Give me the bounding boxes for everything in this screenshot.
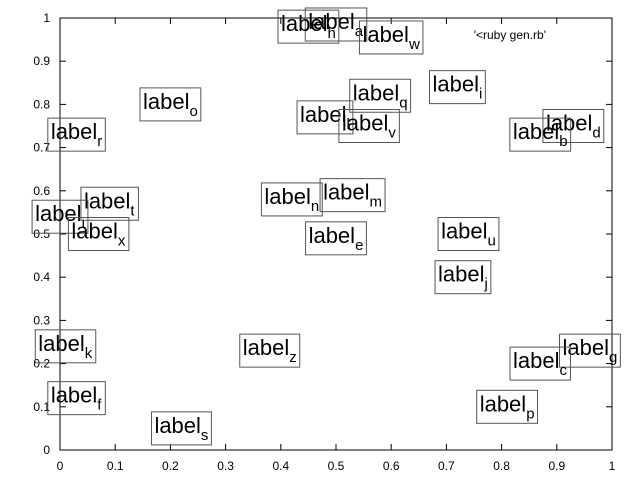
label-box (239, 333, 301, 368)
point-label-c: labelc (509, 346, 571, 381)
point-label-t: labelt (80, 186, 139, 221)
label-box (304, 7, 368, 42)
point-label-j: labelj (434, 260, 492, 295)
point-label-w: labelw (358, 20, 424, 55)
point-label-u: labelu (437, 217, 500, 251)
point-label-i: labeli (31, 199, 89, 234)
label-box (47, 117, 106, 152)
label-box (139, 87, 202, 122)
label-text: labelh (281, 11, 336, 42)
label-text: labele (309, 223, 364, 254)
label-box (358, 20, 424, 55)
point-label-k: labelk (34, 329, 97, 364)
y-tick-label: 0.5 (33, 227, 50, 241)
label-box (34, 329, 97, 364)
label-box (260, 182, 323, 217)
point-label-v: labelv (338, 109, 400, 143)
label-box (150, 411, 212, 446)
label-text: labeln (264, 184, 319, 215)
point-label-d: labeld (542, 109, 605, 143)
label-box (305, 221, 367, 256)
y-tick-label: 0.9 (33, 54, 50, 68)
label-text: labelf (51, 383, 102, 414)
label-text: labeli (35, 201, 85, 232)
label-text: labelz (243, 335, 297, 366)
label-box (429, 70, 486, 105)
point-label-g: labelg (559, 333, 621, 368)
label-box (476, 389, 539, 424)
label-text: labelw (362, 22, 419, 53)
label-box (559, 333, 621, 368)
x-tick-label: 1 (609, 459, 616, 473)
label-text: labelu (441, 219, 496, 250)
label-box (67, 217, 130, 251)
label-box (338, 109, 400, 143)
label-box (509, 346, 571, 381)
point-label-b: labelb (509, 117, 572, 152)
point-label-i: labeli (429, 70, 486, 105)
x-tick-label: 0.3 (217, 459, 234, 473)
legend-entry: '<ruby gen.rb' (474, 28, 546, 42)
label-box (509, 117, 572, 152)
label-text: labelx (71, 219, 125, 250)
label-box (277, 9, 340, 44)
label-text: labelt (84, 188, 135, 219)
label-text: labelj (438, 262, 488, 293)
label-text: labelb (513, 119, 568, 150)
x-tick-label: 0.8 (493, 459, 510, 473)
point-label-s: labels (150, 411, 212, 446)
label-box (80, 186, 139, 221)
x-tick-label: 0.6 (383, 459, 400, 473)
label-box (434, 260, 492, 295)
point-label-h: labelh (277, 9, 340, 44)
label-text: labelk (38, 331, 92, 362)
y-tick-label: 0.6 (33, 184, 50, 198)
y-tick-label: 1 (43, 11, 50, 25)
point-label-o: labelo (139, 87, 202, 122)
x-tick-label: 0.7 (438, 459, 455, 473)
y-tick-label: 0.1 (33, 400, 50, 414)
label-box (47, 381, 106, 416)
point-label-m: labelm (319, 178, 386, 213)
axis-ticks: 0 0.1 0.2 0.3 0.4 0.5 0.6 0.7 0.8 0.9 1 0 0.1 0.2 0.3 0… (33, 11, 615, 473)
label-box (437, 217, 500, 251)
y-tick-label: 0 (43, 443, 50, 457)
y-tick-label: 0.4 (33, 270, 50, 284)
label-text: labelp (480, 391, 535, 422)
label-text: labelq (353, 80, 408, 111)
y-tick-label: 0.7 (33, 141, 50, 155)
label-text: labelc (513, 348, 567, 379)
point-label-x: labelx (67, 217, 130, 251)
point-label-f: labelf (47, 381, 106, 416)
label-text: labeld (546, 111, 601, 142)
label-text: labelm (323, 180, 382, 211)
label-text: labelo (143, 89, 198, 120)
y-tick-label: 0.2 (33, 357, 50, 371)
y-tick-label: 0.8 (33, 97, 50, 111)
y-tick-label: 0.3 (33, 313, 50, 327)
label-text: labelv (342, 111, 396, 142)
label-box (319, 178, 386, 213)
x-tick-label: 0.4 (272, 459, 289, 473)
x-tick-label: 0.2 (162, 459, 179, 473)
label-box (31, 199, 89, 234)
x-tick-label: 0.9 (548, 459, 565, 473)
label-box (296, 100, 354, 135)
label-box (349, 78, 412, 113)
point-label-n: labeln (260, 182, 323, 217)
label-text: labelr (51, 119, 102, 150)
label-text: labeli (433, 72, 483, 103)
point-label-e: labele (305, 221, 367, 256)
point-label-z: labelz (239, 333, 301, 368)
x-tick-label: 0 (57, 459, 64, 473)
x-tick-label: 0.1 (107, 459, 124, 473)
point-label-p: labelp (476, 389, 539, 424)
point-label-r: labelr (47, 117, 106, 152)
label-box (542, 109, 605, 143)
x-tick-label: 0.5 (328, 459, 345, 473)
point-label-q: labelq (349, 78, 412, 113)
label-text: labels (154, 413, 208, 444)
